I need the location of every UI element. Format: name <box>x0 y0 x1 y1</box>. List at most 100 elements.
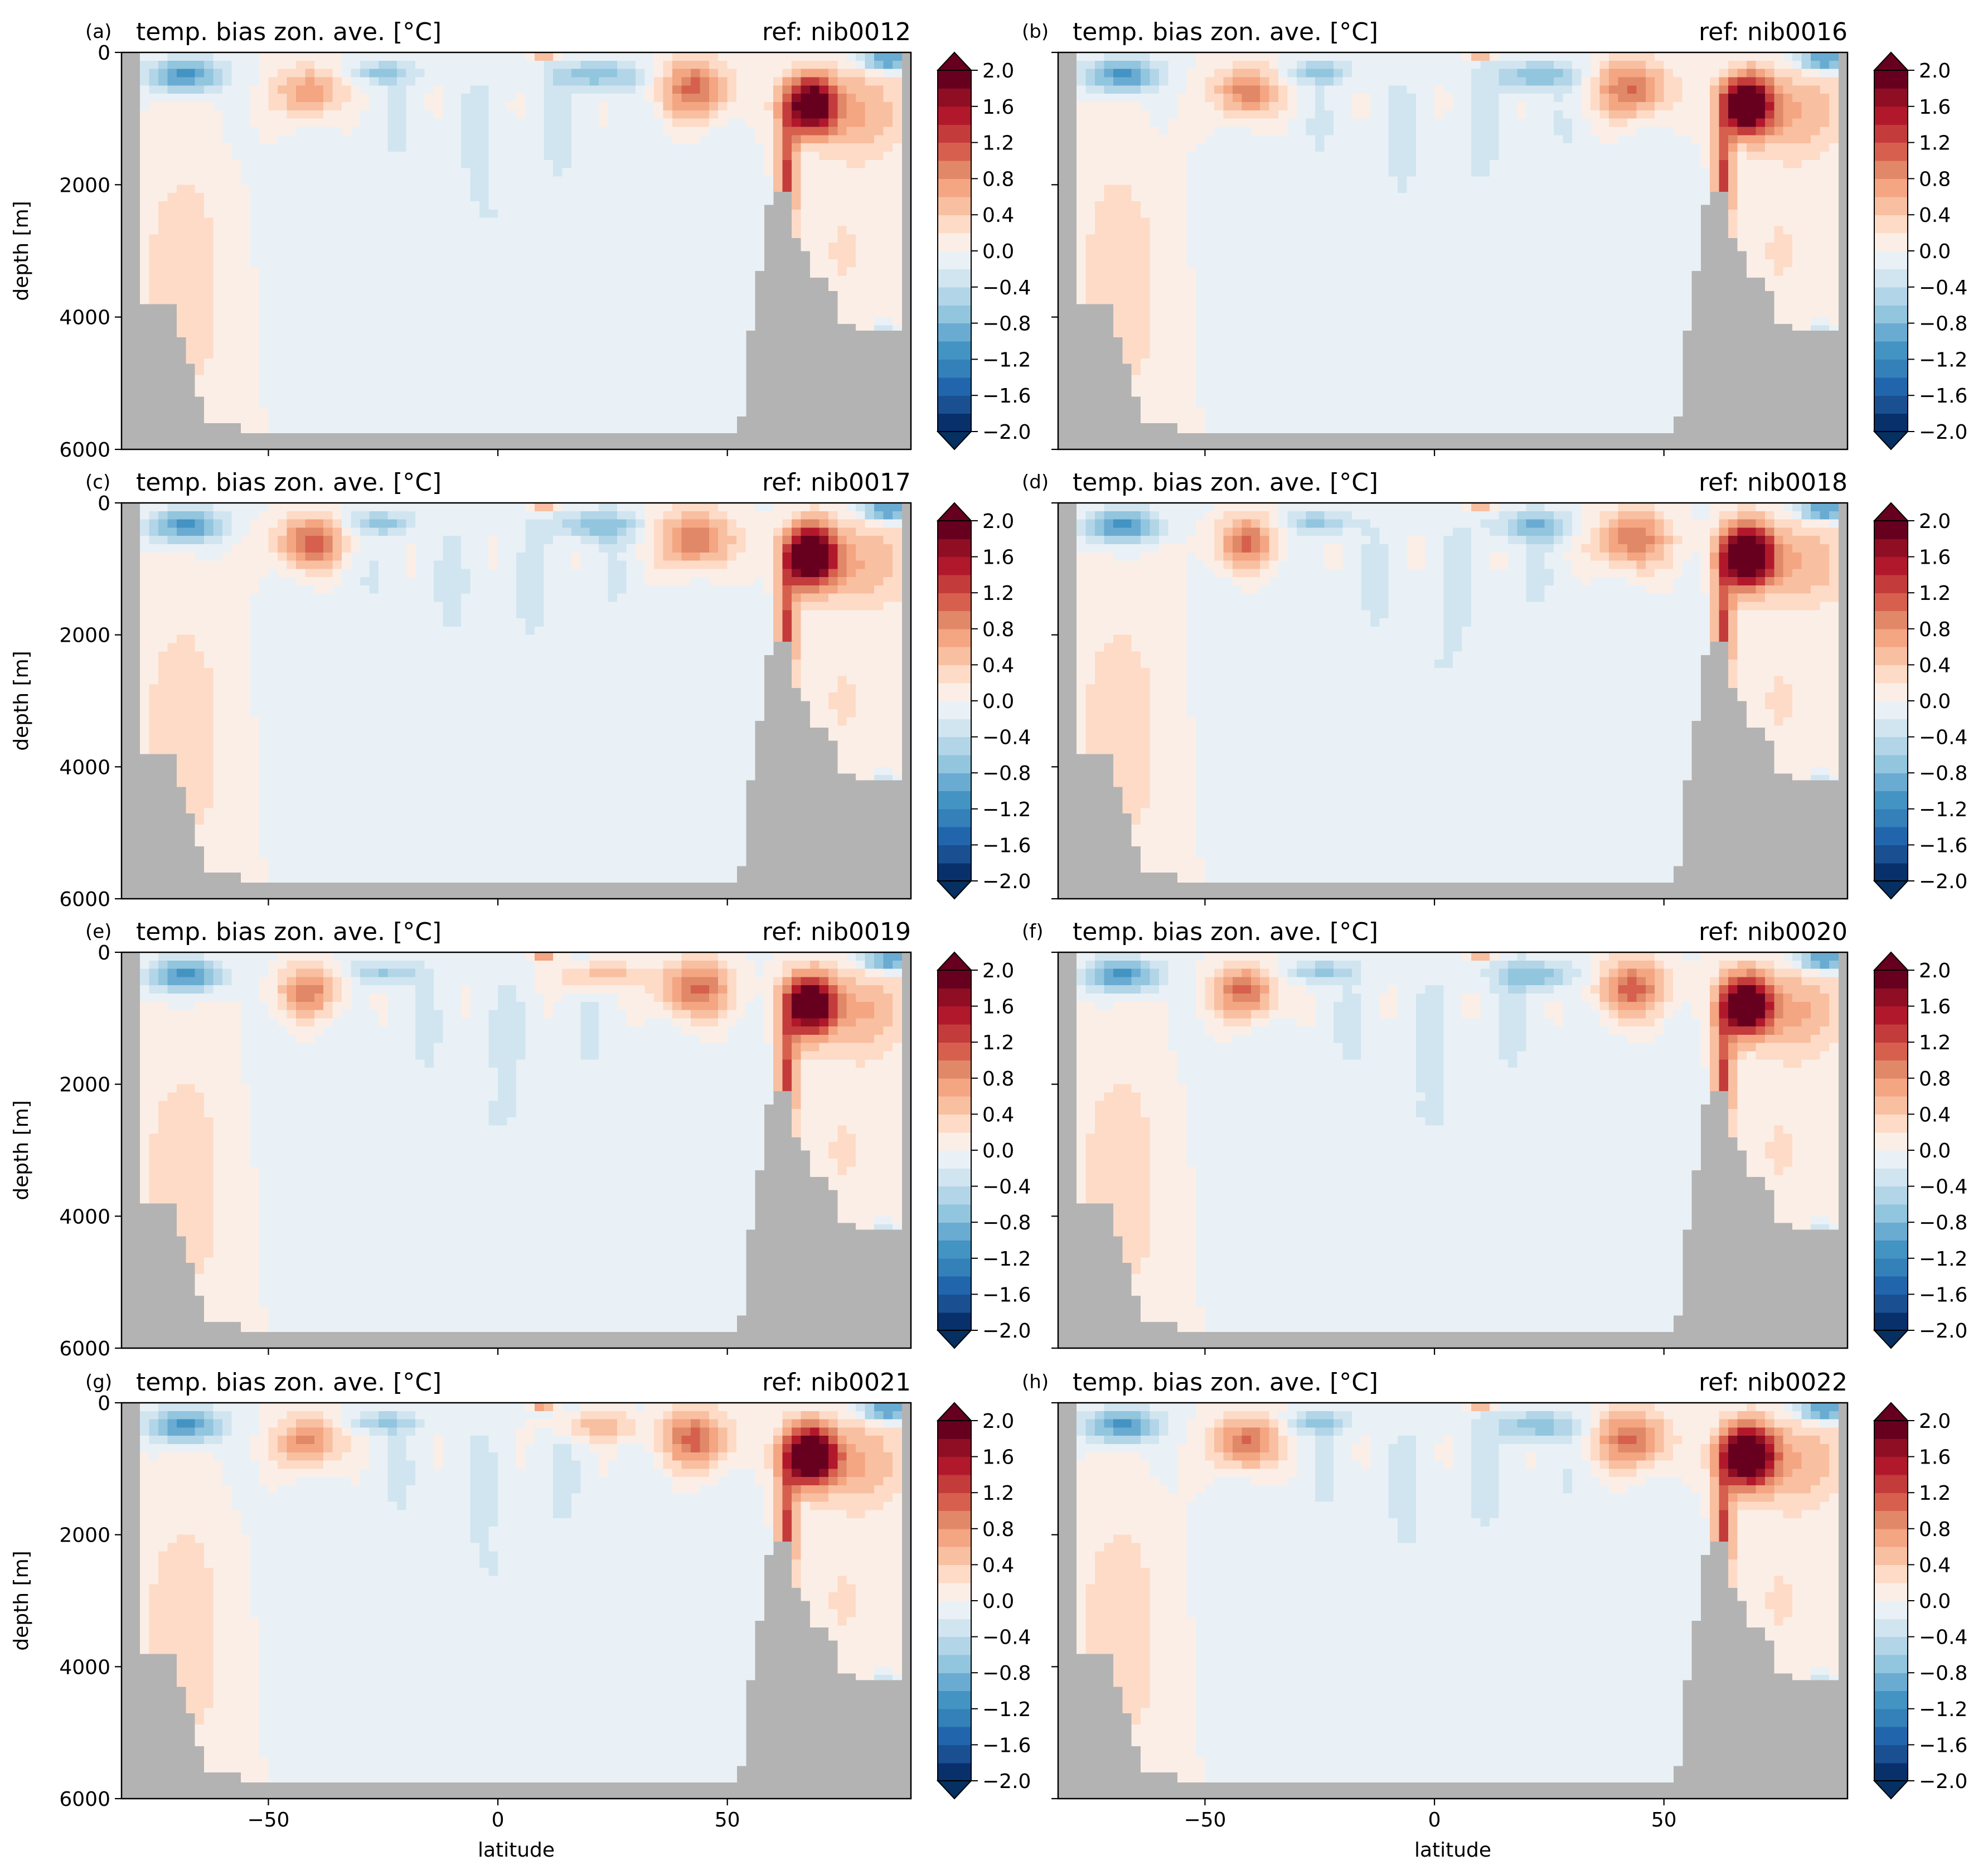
colorbar-tick-label: 0.4 <box>1919 204 1951 227</box>
colorbar-tick-label: 0.8 <box>1919 1068 1951 1091</box>
colorbar-tick-label: 0.4 <box>982 1103 1014 1126</box>
heatmap-cells <box>139 503 903 883</box>
y-tick-label: 4000 <box>59 1656 110 1679</box>
colorbar-tick-label: −2.0 <box>1919 1770 1967 1793</box>
colorbar-tick-label: 1.6 <box>982 996 1014 1019</box>
y-tick-label: 2000 <box>59 1524 110 1547</box>
colorbar-tick-label: −1.6 <box>982 834 1031 857</box>
panel-letter: (h) <box>1022 1371 1049 1393</box>
colorbar-tick-label: −2.0 <box>1919 870 1967 893</box>
y-tick-label: 0 <box>98 1392 110 1415</box>
panel-ref-title: ref: nib0020 <box>1699 918 1848 946</box>
colorbar-tick-label: −0.8 <box>982 762 1031 785</box>
colorbar-tick-label: −1.6 <box>1919 834 1967 857</box>
y-tick-label: 2000 <box>59 624 110 647</box>
colorbar-tick-label: 0.8 <box>982 1068 1014 1091</box>
colorbar-tick-label: −1.2 <box>982 348 1031 371</box>
colorbar: 2.0 1.6 1.2 0.8 0.4 0.0 −0.4 −0.8 −1.2 −1.6 −2.0 <box>1873 502 1967 900</box>
colorbar-tick-label: 2.0 <box>982 960 1014 982</box>
heatmap-panel-d: (d) temp. bias zon. ave. [°C] ref: nib0018… <box>1022 468 1967 905</box>
colorbar-tick-label: 0.0 <box>982 1590 1014 1613</box>
y-tick-label: 2000 <box>59 1074 110 1097</box>
colorbar-tick-label: −1.6 <box>1919 1283 1967 1306</box>
x-axis-label: latitude <box>478 1839 555 1862</box>
panel-ref-title: ref: nib0022 <box>1699 1368 1848 1397</box>
y-axis-label: depth [m] <box>10 201 33 301</box>
colorbar-tick-label: 2.0 <box>1919 60 1951 83</box>
panel-title: temp. bias zon. ave. [°C] <box>1073 18 1378 46</box>
colorbar: 2.0 1.6 1.2 0.8 0.4 0.0 −0.4 −0.8 −1.2 −1.6 −2.0 <box>936 1402 1031 1800</box>
colorbar-tick-label: 0.0 <box>1919 240 1951 263</box>
y-tick-label: 4000 <box>59 307 110 330</box>
colorbar-tick-label: 2.0 <box>1919 510 1951 533</box>
panel-title: temp. bias zon. ave. [°C] <box>136 1368 442 1397</box>
axes-frame <box>120 502 912 900</box>
panel-title: temp. bias zon. ave. [°C] <box>136 18 442 46</box>
colorbar-tick-label: −0.4 <box>1919 277 1967 299</box>
colorbar-tick-label: 1.2 <box>1919 1482 1951 1505</box>
heatmap-panel-h: −50 0 50 (h) temp. bias zon. ave. [°C] ref: n… <box>1022 1368 1967 1862</box>
colorbar-tick-label: −0.8 <box>982 1662 1031 1685</box>
colorbar: 2.0 1.6 1.2 0.8 0.4 0.0 −0.4 −0.8 −1.2 −1.6 −2.0 <box>936 502 1031 900</box>
panel-letter: (b) <box>1022 21 1049 43</box>
heatmap-cells <box>1076 1403 1839 1782</box>
colorbar-tick-label: −1.6 <box>1919 1734 1967 1757</box>
axes-frame <box>1057 51 1849 450</box>
colorbar-tick-label: −2.0 <box>982 1320 1031 1343</box>
heatmap-panel-e: 0 2000 4000 6000 (e) temp. bias zon. ave. [°C… <box>10 918 1031 1360</box>
colorbar-tick-label: 2.0 <box>982 510 1014 533</box>
heatmap-cells <box>1076 52 1839 433</box>
colorbar-tick-label: 0.0 <box>1919 1140 1951 1162</box>
colorbar-tick-label: −2.0 <box>982 870 1031 893</box>
colorbar-tick-label: −1.2 <box>982 1248 1031 1271</box>
x-tick-label: 50 <box>1651 1809 1677 1832</box>
panel-letter: (d) <box>1022 471 1049 493</box>
heatmap-panel-a: 0 2000 4000 6000 (a) temp. bias zon. ave. [°C… <box>10 18 1031 462</box>
panel-ref-title: ref: nib0012 <box>762 18 911 46</box>
colorbar-tick-label: −0.4 <box>982 1176 1031 1199</box>
colorbar-tick-label: −0.8 <box>1919 762 1967 785</box>
panel-title: temp. bias zon. ave. [°C] <box>136 918 442 946</box>
colorbar-tick-label: −2.0 <box>982 1770 1031 1793</box>
panel-ref-title: ref: nib0017 <box>762 468 911 497</box>
colorbar-tick-label: −0.8 <box>1919 1212 1967 1234</box>
colorbar-tick-label: −2.0 <box>982 421 1031 444</box>
colorbar-tick-label: −1.2 <box>982 798 1031 821</box>
panel-ref-title: ref: nib0018 <box>1699 468 1848 497</box>
colorbar-tick-label: −1.6 <box>1919 385 1967 408</box>
heatmap-cells <box>139 952 903 1332</box>
y-tick-label: 6000 <box>59 888 110 911</box>
colorbar-tick-label: −1.6 <box>982 1283 1031 1306</box>
colorbar-tick-label: −1.2 <box>1919 1248 1967 1271</box>
panel-ref-title: ref: nib0016 <box>1699 18 1848 46</box>
axes-frame <box>120 51 912 450</box>
axes-frame <box>1057 951 1849 1349</box>
colorbar-tick-label: 0.8 <box>982 618 1014 641</box>
colorbar-tick-label: −0.4 <box>1919 726 1967 749</box>
colorbar: 2.0 1.6 1.2 0.8 0.4 0.0 −0.4 −0.8 −1.2 −1.6 −2.0 <box>936 951 1031 1349</box>
colorbar-tick-label: 0.8 <box>1919 1518 1951 1541</box>
panel-ref-title: ref: nib0021 <box>762 1368 911 1397</box>
y-axis-label: depth [m] <box>10 1100 33 1200</box>
colorbar-tick-label: −1.6 <box>982 385 1031 408</box>
colorbar-tick-label: 0.4 <box>1919 1554 1951 1577</box>
y-tick-label: 2000 <box>59 174 110 197</box>
y-tick-label: 4000 <box>59 756 110 779</box>
panel-title: temp. bias zon. ave. [°C] <box>1073 468 1378 497</box>
heatmap-panel-f: (f) temp. bias zon. ave. [°C] ref: nib0020… <box>1022 918 1967 1355</box>
colorbar-tick-label: 1.2 <box>1919 582 1951 605</box>
colorbar-tick-label: 0.0 <box>982 1140 1014 1162</box>
axes-frame <box>120 951 912 1349</box>
colorbar-tick-label: 0.4 <box>1919 654 1951 677</box>
y-axis-label: depth [m] <box>10 651 33 750</box>
colorbar-tick-label: 1.2 <box>1919 132 1951 155</box>
colorbar-tick-label: 2.0 <box>982 60 1014 83</box>
y-tick-label: 4000 <box>59 1205 110 1228</box>
colorbar-tick-label: 0.8 <box>1919 168 1951 191</box>
colorbar-tick-label: −0.4 <box>982 277 1031 299</box>
y-tick-label: 0 <box>98 492 110 515</box>
heatmap-cells <box>1076 952 1839 1332</box>
x-tick-label: −50 <box>1184 1809 1226 1832</box>
colorbar-tick-label: 0.0 <box>1919 1590 1951 1613</box>
